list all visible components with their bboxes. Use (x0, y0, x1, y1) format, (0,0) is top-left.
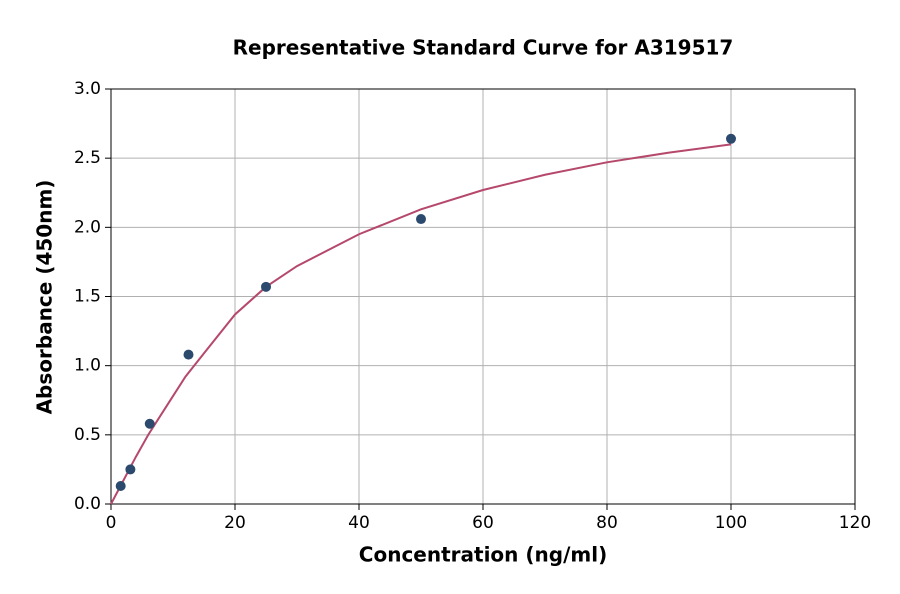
x-tick-label: 0 (106, 513, 117, 533)
y-tick-label: 1.5 (74, 287, 101, 307)
y-tick-label: 0.5 (74, 425, 101, 445)
x-axis-label: Concentration (ng/ml) (359, 543, 607, 567)
y-tick-label: 1.0 (74, 356, 101, 376)
data-point (144, 418, 155, 429)
data-point (261, 281, 271, 292)
fit-curve (110, 143, 732, 505)
x-tick-label: 80 (596, 513, 618, 533)
chart-title: Representative Standard Curve for A31951… (233, 36, 734, 60)
y-axis-label: Absorbance (450nm) (33, 180, 57, 415)
data-point (416, 214, 426, 225)
x-tick-label: 60 (472, 513, 494, 533)
data-point (115, 481, 126, 492)
y-tick-label: 2.5 (74, 148, 101, 168)
y-tick-label: 2.0 (74, 217, 101, 237)
x-tick-label: 100 (715, 513, 747, 533)
y-tick-label: 0.0 (74, 494, 101, 514)
y-tick-label: 3.0 (74, 79, 101, 99)
data-point (726, 133, 736, 144)
x-tick-label: 40 (348, 513, 370, 533)
x-tick-label: 120 (839, 513, 871, 533)
plot-frame (110, 88, 856, 505)
data-point (183, 349, 194, 360)
x-tick-label: 20 (224, 513, 246, 533)
data-point (125, 464, 136, 475)
